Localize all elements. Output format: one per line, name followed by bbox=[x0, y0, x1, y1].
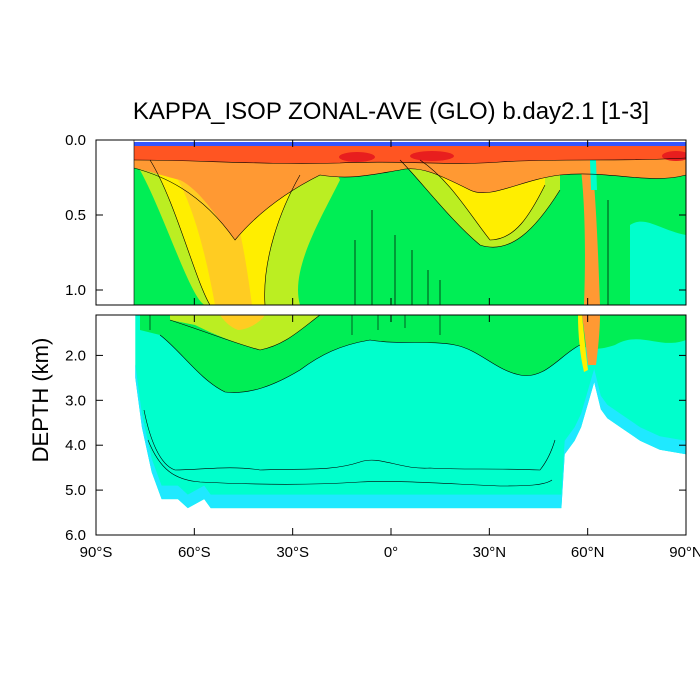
lower-panel bbox=[96, 315, 686, 535]
lower-contour-lines bbox=[143, 315, 581, 487]
lower-noise-spikes bbox=[149, 315, 441, 335]
y-tick-label-lower: 4.0 bbox=[65, 437, 86, 454]
x-axis: 90°S 60°S 30°S 0° 30°N 60°N 90°N bbox=[80, 140, 700, 561]
upper-contour-lines bbox=[133, 157, 686, 305]
upper-noise-spikes bbox=[354, 200, 609, 305]
y-tick-label-upper: 1.0 bbox=[65, 282, 86, 299]
upper-panel bbox=[96, 140, 686, 305]
x-tick-label: 60°S bbox=[178, 544, 211, 561]
upper-antarctic-land bbox=[96, 140, 134, 305]
upper-orange-band bbox=[134, 150, 686, 240]
upper-blue-strip bbox=[134, 142, 686, 146]
upper-red-core-2 bbox=[410, 151, 454, 161]
lower-orange-column bbox=[582, 315, 600, 365]
lower-yellowgreen-band bbox=[170, 315, 320, 350]
upper-cyan-arctic bbox=[630, 221, 686, 305]
y-tick-label-lower: 2.0 bbox=[65, 347, 86, 364]
lower-yellow-column bbox=[578, 315, 588, 372]
upper-y-axis: 0.0 0.5 1.0 bbox=[65, 132, 686, 299]
y-tick-label-lower: 3.0 bbox=[65, 392, 86, 409]
y-tick-label-lower: 5.0 bbox=[65, 482, 86, 499]
lower-ocean-cyan-bottom bbox=[135, 364, 686, 509]
x-tick-label: 90°N bbox=[669, 544, 700, 561]
y-axis-label: DEPTH (km) bbox=[28, 338, 53, 463]
x-tick-label: 60°N bbox=[571, 544, 605, 561]
x-tick-label: 30°N bbox=[473, 544, 507, 561]
upper-orange-north-column bbox=[580, 160, 600, 305]
lower-gold-core bbox=[220, 315, 265, 330]
y-tick-label-lower: 6.0 bbox=[65, 527, 86, 544]
y-tick-label-upper: 0.0 bbox=[65, 132, 86, 149]
y-tick-label-upper: 0.5 bbox=[65, 207, 86, 224]
x-tick-label: 30°S bbox=[276, 544, 309, 561]
upper-redorange-surface bbox=[134, 146, 686, 164]
upper-cyan-slot bbox=[590, 160, 597, 190]
x-tick-label: 90°S bbox=[80, 544, 113, 561]
lower-y-axis: 2.0 3.0 4.0 5.0 6.0 bbox=[65, 347, 686, 544]
x-tick-label: 0° bbox=[384, 544, 398, 561]
chart-title: KAPPA_ISOP ZONAL-AVE (GLO) b.day2.1 [1-3… bbox=[132, 98, 650, 125]
upper-red-core-1 bbox=[339, 152, 375, 162]
